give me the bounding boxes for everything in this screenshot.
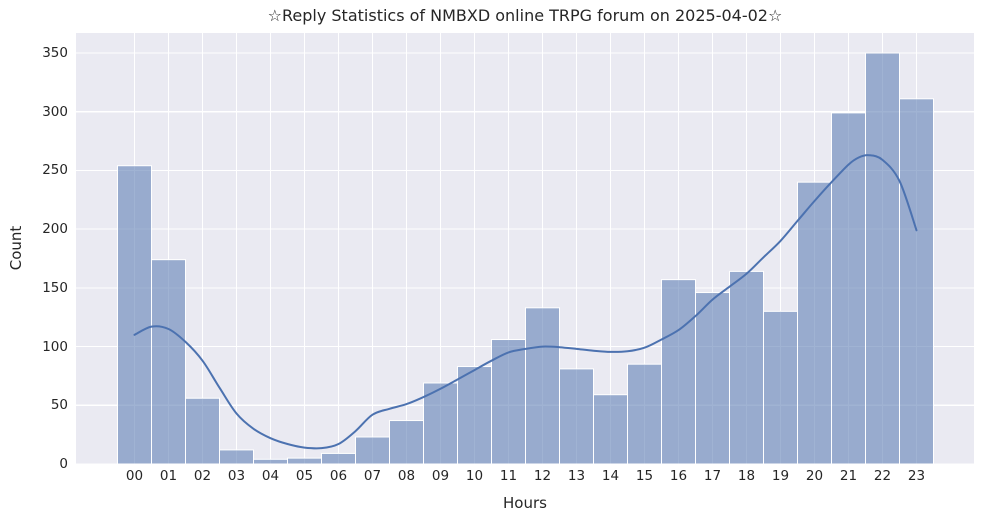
- x-tick-label-05: 05: [295, 468, 314, 484]
- x-tick-label-15: 15: [635, 468, 654, 484]
- x-tick-label-10: 10: [465, 468, 484, 484]
- y-tick-label-350: 350: [42, 45, 68, 61]
- bar-hour-13: [559, 368, 594, 464]
- bar-hour-06: [321, 452, 356, 464]
- bar-hour-01: [151, 259, 186, 464]
- x-tick-label-13: 13: [567, 468, 586, 484]
- y-tick-label-0: 0: [59, 456, 68, 472]
- y-tick-label-100: 100: [42, 338, 68, 355]
- x-tick-label-16: 16: [669, 468, 688, 484]
- y-tick-label-150: 150: [42, 279, 68, 296]
- x-tick-label-11: 11: [499, 468, 518, 484]
- y-axis-ticks: 0 50 100 150 200 250 300 350: [0, 0, 68, 529]
- y-tick-label-50: 50: [50, 397, 68, 414]
- bar-hour-14: [593, 394, 628, 464]
- bar-hour-09: [423, 382, 458, 464]
- x-tick-label-06: 06: [329, 468, 348, 484]
- x-axis-label: Hours: [503, 494, 547, 512]
- x-tick-label-18: 18: [737, 468, 756, 484]
- bar-hour-02: [185, 397, 220, 464]
- bar-hour-12: [525, 307, 560, 464]
- x-tick-label-21: 21: [839, 468, 858, 484]
- x-tick-label-02: 02: [193, 468, 212, 484]
- chart-title: ☆Reply Statistics of NMBXD online TRPG f…: [267, 6, 783, 25]
- x-tick-label-04: 04: [261, 468, 280, 484]
- bar-hour-00: [117, 165, 152, 464]
- bar-hour-16: [661, 279, 696, 464]
- x-tick-label-19: 19: [771, 468, 790, 484]
- x-tick-label-23: 23: [907, 468, 926, 484]
- bar-hour-17: [695, 292, 730, 464]
- bar-hour-19: [763, 310, 798, 464]
- x-tick-label-03: 03: [227, 468, 246, 484]
- x-tick-label-14: 14: [601, 468, 620, 484]
- x-tick-label-09: 09: [431, 468, 450, 484]
- bar-hour-04: [253, 458, 288, 464]
- x-tick-label-07: 07: [363, 468, 382, 484]
- y-tick-label-250: 250: [42, 162, 68, 179]
- x-axis-ticks: 00 01 02 03 04 05 06 07 08 09 10 11 12 13 14 15 16 17 18 19…: [0, 468, 984, 488]
- bar-hour-11: [491, 339, 526, 464]
- histogram-plot: [76, 33, 974, 464]
- x-tick-label-22: 22: [873, 468, 892, 484]
- x-tick-label-00: 00: [125, 468, 144, 484]
- x-tick-label-17: 17: [703, 468, 722, 484]
- bar-hour-20: [797, 181, 832, 464]
- bar-hour-18: [729, 270, 764, 464]
- x-tick-label-12: 12: [533, 468, 552, 484]
- bar-hour-07: [355, 436, 390, 464]
- y-tick-label-200: 200: [42, 221, 68, 238]
- y-tick-label-300: 300: [42, 103, 68, 120]
- bar-hour-03: [219, 449, 254, 464]
- x-tick-label-20: 20: [805, 468, 824, 484]
- bar-hour-15: [627, 363, 662, 464]
- x-tick-label-08: 08: [397, 468, 416, 484]
- x-tick-label-01: 01: [159, 468, 178, 484]
- bar-hour-23: [899, 98, 934, 464]
- kde-curve: [133, 154, 918, 450]
- bar-hour-05: [287, 457, 322, 464]
- bar-hour-10: [457, 366, 492, 464]
- bar-hour-08: [389, 420, 424, 464]
- bar-hour-22: [865, 52, 900, 464]
